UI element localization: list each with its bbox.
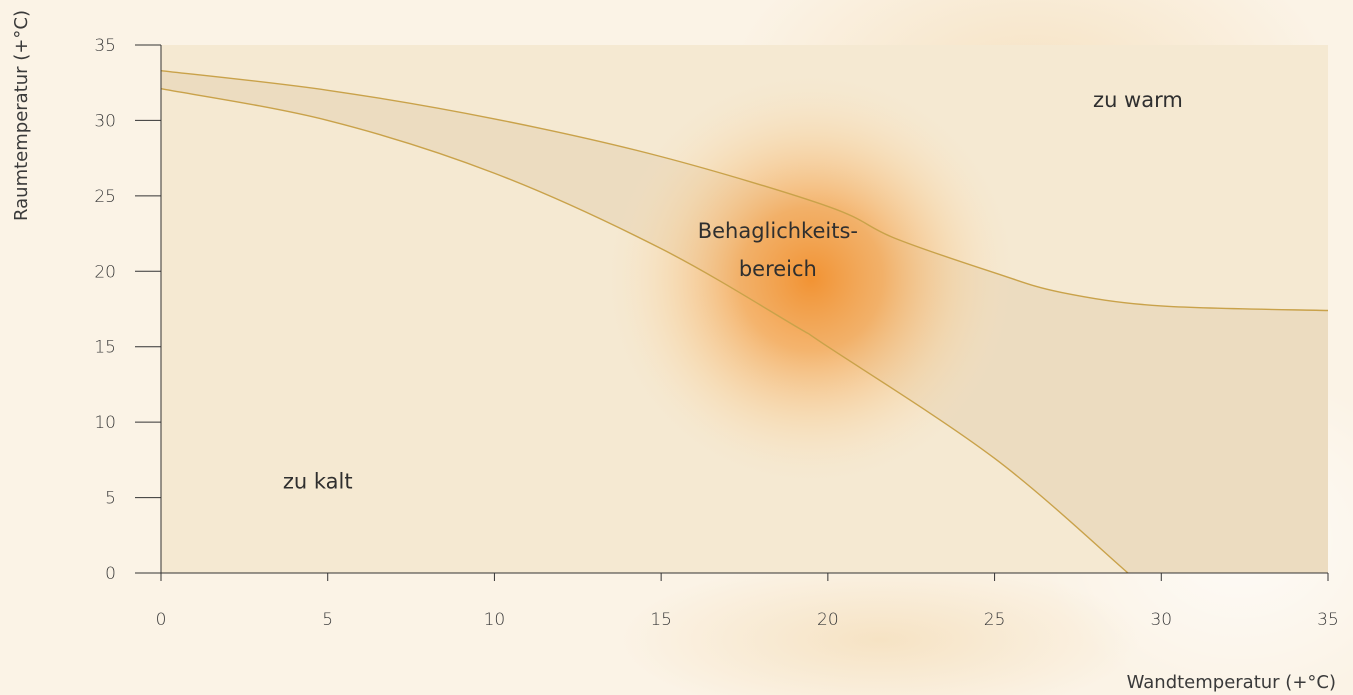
label-behaglichkeits: Behaglichkeits- <box>698 219 858 243</box>
comfort-band-area <box>161 70 1328 573</box>
y-tick-label: 25 <box>94 187 116 207</box>
x-tick-label: 30 <box>1150 610 1172 630</box>
comfort-zone-glow <box>606 73 1017 484</box>
x-tick-label: 0 <box>156 610 167 630</box>
x-tick-label: 35 <box>1317 610 1339 630</box>
x-tick-label: 25 <box>984 610 1006 630</box>
x-axis-title: Wandtemperatur (+°C) <box>1127 672 1336 693</box>
y-tick-label: 30 <box>94 111 116 131</box>
y-tick-label: 5 <box>105 489 116 509</box>
y-tick-label: 0 <box>105 564 116 584</box>
label-zu-warm: zu warm <box>1093 88 1183 112</box>
label-bereich: bereich <box>739 257 817 281</box>
y-axis-title: Raumtemperatur (+°C) <box>11 10 32 221</box>
label-zu-kalt: zu kalt <box>283 470 353 494</box>
x-tick-label: 5 <box>322 610 333 630</box>
lower-boundary-line <box>160 88 1129 574</box>
y-tick-label: 35 <box>94 36 116 56</box>
x-tick-label: 15 <box>650 610 672 630</box>
y-tick-label: 20 <box>94 262 116 282</box>
y-tick-label: 10 <box>94 413 116 433</box>
y-tick-label: 15 <box>94 338 116 358</box>
x-tick-label: 20 <box>817 610 839 630</box>
upper-boundary-line <box>160 69 1329 312</box>
axes: 0 5 10 15 20 25 30 35 0 5 10 15 20 25 30 35 <box>94 36 1338 630</box>
x-tick-label: 10 <box>484 610 506 630</box>
